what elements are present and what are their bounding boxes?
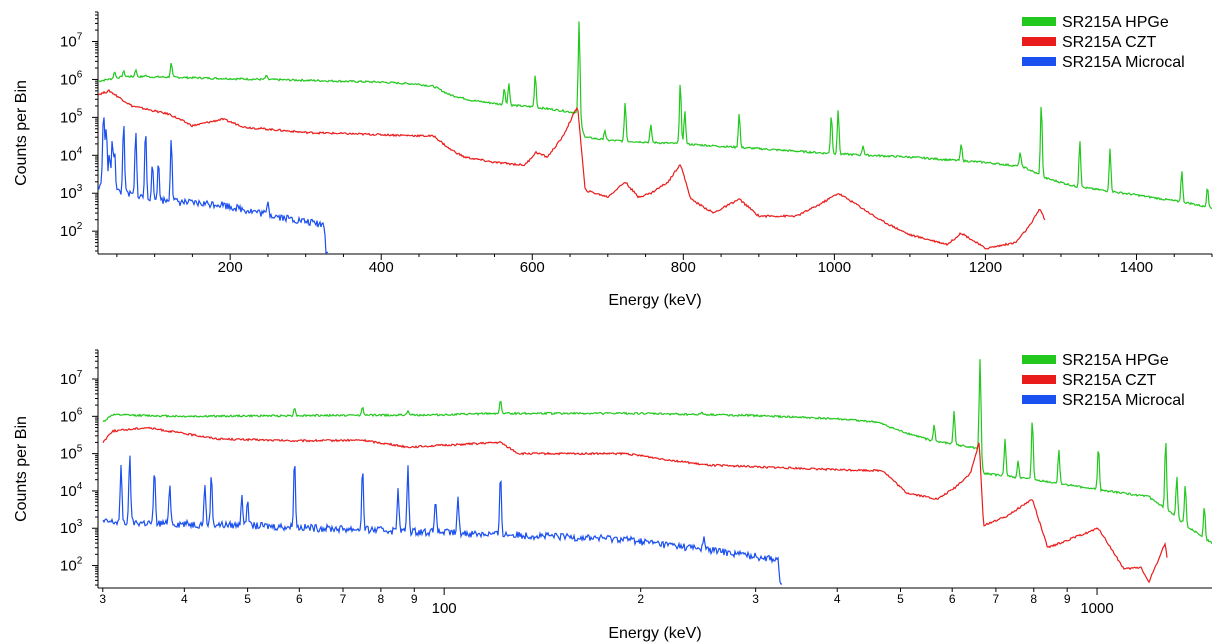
x-tick-label: 1200 bbox=[969, 259, 1002, 276]
x-axis-title: Energy (keV) bbox=[608, 292, 701, 309]
legend: SR215A HPGe SR215A CZT SR215A Microcal bbox=[1022, 14, 1185, 71]
y-tick-label: 102 bbox=[60, 556, 83, 575]
legend-label: SR215A Microcal bbox=[1062, 54, 1185, 71]
y-axis-title: Counts per Bin bbox=[13, 80, 30, 186]
x-tick-label: 1400 bbox=[1120, 259, 1153, 276]
x-tick-label: 400 bbox=[369, 259, 394, 276]
series-line-2 bbox=[102, 426, 1168, 584]
y-tick-label: 106 bbox=[60, 406, 83, 425]
x-tick-label: 800 bbox=[671, 259, 696, 276]
x-tick-label: 5 bbox=[244, 592, 251, 606]
y-tick-label: 105 bbox=[60, 444, 83, 463]
x-tick-label: 2 bbox=[637, 592, 644, 606]
x-tick-label: 200 bbox=[218, 259, 243, 276]
legend-label: SR215A CZT bbox=[1062, 34, 1156, 51]
x-tick-label: 4 bbox=[834, 592, 841, 606]
y-ticks: 102 103 104 105 106 107 bbox=[60, 349, 98, 586]
y-ticks: 102 103 104 105 106 107 bbox=[60, 11, 98, 252]
x-tick-label: 1000 bbox=[818, 259, 851, 276]
x-tick-label: 6 bbox=[296, 592, 303, 606]
x-tick-label: 6 bbox=[949, 592, 956, 606]
legend-label: SR215A CZT bbox=[1062, 372, 1156, 389]
y-axis-title: Counts per Bin bbox=[13, 416, 30, 522]
x-tick-label: 9 bbox=[411, 592, 418, 606]
x-tick-label: 3 bbox=[99, 592, 106, 606]
y-tick-label: 105 bbox=[60, 107, 83, 126]
y-tick-label: 102 bbox=[60, 221, 83, 240]
x-ticks: 200 400 600 800 1000 1200 1400 bbox=[116, 254, 1213, 276]
x-tick-label: 100 bbox=[432, 600, 457, 617]
x-ticks: 3 4 5 6 7 8 9 100 2 3 4 5 6 7 8 9 1000 bbox=[99, 588, 1114, 617]
legend-swatch bbox=[1022, 57, 1056, 66]
chart-panel-2: 102 103 104 105 106 107 3 4 5 6 7 8 9 100 2 3 4 5 6 7 8 9 1000… bbox=[13, 349, 1212, 642]
x-tick-label: 600 bbox=[520, 259, 545, 276]
series-line-3 bbox=[98, 117, 329, 254]
x-tick-label: 4 bbox=[181, 592, 188, 606]
y-tick-label: 103 bbox=[60, 183, 83, 202]
y-tick-label: 104 bbox=[60, 481, 83, 500]
legend-label: SR215A HPGe bbox=[1062, 14, 1169, 31]
x-axis-title: Energy (keV) bbox=[608, 625, 701, 642]
legend-swatch bbox=[1022, 355, 1056, 364]
x-tick-label: 5 bbox=[897, 592, 904, 606]
legend-label: SR215A HPGe bbox=[1062, 352, 1169, 369]
x-tick-label: 8 bbox=[1030, 592, 1037, 606]
y-tick-label: 103 bbox=[60, 518, 83, 537]
x-tick-label: 8 bbox=[378, 592, 385, 606]
series-line-1 bbox=[102, 359, 1212, 544]
series-line-2 bbox=[98, 89, 1046, 250]
series-line-3 bbox=[102, 455, 783, 585]
chart-panel-1: 102 103 104 105 106 107 200 400 600 800 1000 1200 14… bbox=[13, 11, 1213, 309]
legend-label: SR215A Microcal bbox=[1062, 392, 1185, 409]
legend-swatch bbox=[1022, 37, 1056, 46]
x-tick-label: 7 bbox=[340, 592, 347, 606]
legend-swatch bbox=[1022, 395, 1056, 404]
y-tick-label: 104 bbox=[60, 145, 83, 164]
y-tick-label: 106 bbox=[60, 69, 83, 88]
series-line-1 bbox=[98, 21, 1212, 210]
y-tick-label: 107 bbox=[60, 32, 83, 51]
x-tick-label: 1000 bbox=[1080, 600, 1113, 617]
x-tick-label: 9 bbox=[1064, 592, 1071, 606]
legend-swatch bbox=[1022, 17, 1056, 26]
y-tick-label: 107 bbox=[60, 369, 83, 388]
legend-swatch bbox=[1022, 375, 1056, 384]
x-tick-label: 7 bbox=[993, 592, 1000, 606]
x-tick-label: 3 bbox=[752, 592, 759, 606]
legend: SR215A HPGe SR215A CZT SR215A Microcal bbox=[1022, 352, 1185, 409]
